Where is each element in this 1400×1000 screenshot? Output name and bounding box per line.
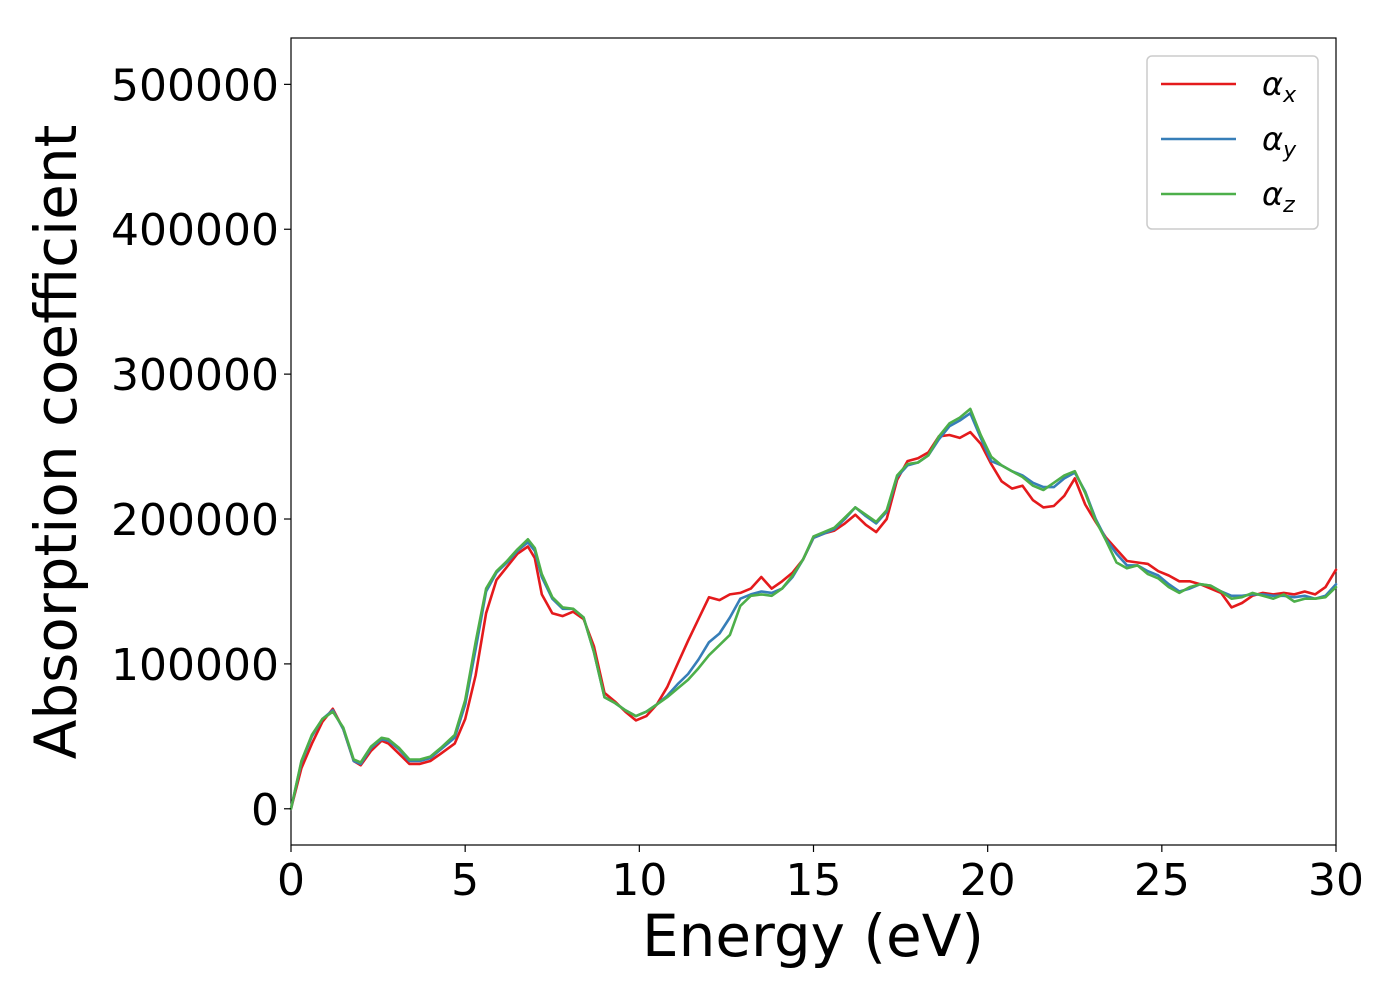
legend-subscript-x: x (1282, 83, 1297, 108)
legend-frame (1146, 55, 1319, 230)
x-tick-label: 5 (451, 855, 479, 906)
y-axis-label: Absorption coefficient (22, 125, 90, 760)
series-layer (289, 407, 1338, 811)
x-tick-label: 25 (1134, 855, 1190, 906)
y-tick-label: 400000 (111, 205, 279, 256)
x-tick-label: 30 (1308, 855, 1364, 906)
y-tick-label: 300000 (111, 350, 279, 401)
x-axis-label: Energy (eV) (642, 902, 984, 970)
legend-subscript-z: z (1282, 193, 1295, 218)
x-axis: 0 5 10 15 20 25 30 (277, 845, 1364, 906)
x-tick-label: 20 (960, 855, 1016, 906)
x-tick-label: 10 (611, 855, 667, 906)
x-tick-label: 15 (786, 855, 842, 906)
series-line-z (289, 407, 1338, 811)
y-tick-label: 200000 (111, 495, 279, 546)
y-axis: 0 100000 200000 300000 400000 500000 (111, 60, 291, 836)
y-tick-label: 0 (251, 785, 279, 836)
x-tick-label: 0 (277, 855, 305, 906)
y-tick-label: 500000 (111, 60, 279, 111)
legend-subscript-y: y (1282, 138, 1297, 163)
y-tick-label: 100000 (111, 640, 279, 691)
